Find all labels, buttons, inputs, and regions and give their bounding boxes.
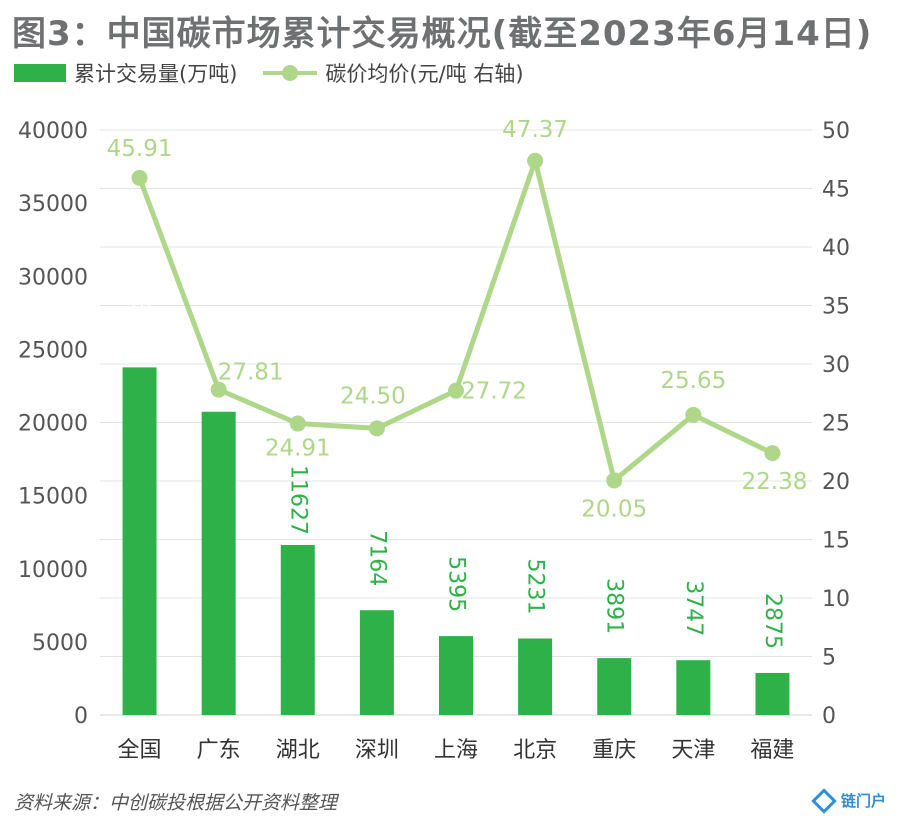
left-axis-tick-label: 25000 xyxy=(18,338,88,363)
right-axis-tick-label: 40 xyxy=(822,236,850,261)
left-axis-tick-label: 15000 xyxy=(18,485,88,510)
bar-value-label: 3891 xyxy=(602,578,627,634)
price-point xyxy=(289,415,306,432)
category-label: 北京 xyxy=(513,738,557,763)
left-axis-tick-label: 40000 xyxy=(18,119,88,144)
right-axis-tick-label: 0 xyxy=(822,704,836,729)
price-value-label: 24.50 xyxy=(340,383,406,409)
legend-line-label: 碳价均价(元/吨 右轴) xyxy=(325,62,524,86)
legend-bar-label: 累计交易量(万吨) xyxy=(74,62,238,86)
bar xyxy=(280,544,315,715)
category-label: 广东 xyxy=(197,738,241,763)
bar-value-label: 5395 xyxy=(444,556,469,612)
bar xyxy=(676,660,711,715)
left-axis-tick-label: 10000 xyxy=(18,558,88,583)
source-note: 资料来源：中创碳投根据公开资料整理 xyxy=(14,792,338,814)
price-point xyxy=(685,406,702,423)
bar-value-label: 3747 xyxy=(681,580,706,636)
price-value-label: 22.38 xyxy=(742,469,808,495)
chart-title: 图3：中国碳市场累计交易概况(截至2023年6月14日) xyxy=(12,14,873,54)
logo-icon xyxy=(811,787,837,814)
right-axis-tick-label: 45 xyxy=(822,178,850,203)
category-label: 天津 xyxy=(671,738,715,763)
left-axis-tick-label: 0 xyxy=(74,704,88,729)
category-label: 上海 xyxy=(434,738,478,763)
price-point xyxy=(527,152,544,169)
logo: 链门户 xyxy=(811,787,887,814)
right-axis-tick-label: 5 xyxy=(822,646,836,671)
bar-value-label: 7164 xyxy=(364,530,389,586)
bar xyxy=(359,610,394,715)
category-label: 全国 xyxy=(118,738,162,763)
category-label: 湖北 xyxy=(276,738,320,763)
left-axis-tick-label: 20000 xyxy=(18,412,88,437)
category-label: 福建 xyxy=(750,738,794,763)
price-point xyxy=(131,169,148,186)
right-axis-tick-label: 35 xyxy=(822,295,850,320)
price-point xyxy=(764,445,781,462)
left-axis-tick-label: 35000 xyxy=(18,192,88,217)
bar xyxy=(597,658,632,715)
bar-value-label: 11627 xyxy=(285,465,310,535)
price-point xyxy=(448,382,464,399)
bar-value-label: 23769 xyxy=(127,285,152,355)
legend-line-swatch xyxy=(263,64,318,82)
price-point xyxy=(210,381,227,398)
bar-value-label: 2875 xyxy=(760,593,785,649)
price-value-label: 20.05 xyxy=(581,496,647,522)
price-value-label: 27.81 xyxy=(218,360,284,386)
price-value-label: 24.91 xyxy=(265,436,331,462)
bar xyxy=(755,672,790,715)
price-value-label: 25.65 xyxy=(660,368,726,394)
right-axis-tick-label: 10 xyxy=(822,587,850,612)
price-value-label: 47.37 xyxy=(502,117,568,143)
logo-text: 链门户 xyxy=(841,792,887,810)
bar xyxy=(122,367,157,715)
right-axis-tick-label: 25 xyxy=(822,412,850,437)
right-axis-tick-label: 20 xyxy=(822,470,850,495)
bar xyxy=(439,636,473,715)
legend-bar-swatch xyxy=(14,64,66,82)
price-point xyxy=(368,420,385,437)
price-value-label: 45.91 xyxy=(107,136,173,162)
right-axis-tick-label: 15 xyxy=(822,529,850,554)
left-axis-tick-label: 5000 xyxy=(32,631,88,656)
category-label: 重庆 xyxy=(592,738,636,763)
bar xyxy=(518,638,553,715)
legend: 累计交易量(万吨) 碳价均价(元/吨 右轴) xyxy=(14,58,524,88)
right-axis-tick-label: 50 xyxy=(822,119,850,144)
left-axis-tick-label: 30000 xyxy=(18,265,88,290)
price-point xyxy=(606,472,623,489)
right-axis-tick-label: 30 xyxy=(822,353,850,378)
category-label: 深圳 xyxy=(355,738,399,763)
bar xyxy=(201,411,236,715)
price-value-label: 27.72 xyxy=(461,379,527,405)
bar-value-label: 5231 xyxy=(523,558,548,614)
